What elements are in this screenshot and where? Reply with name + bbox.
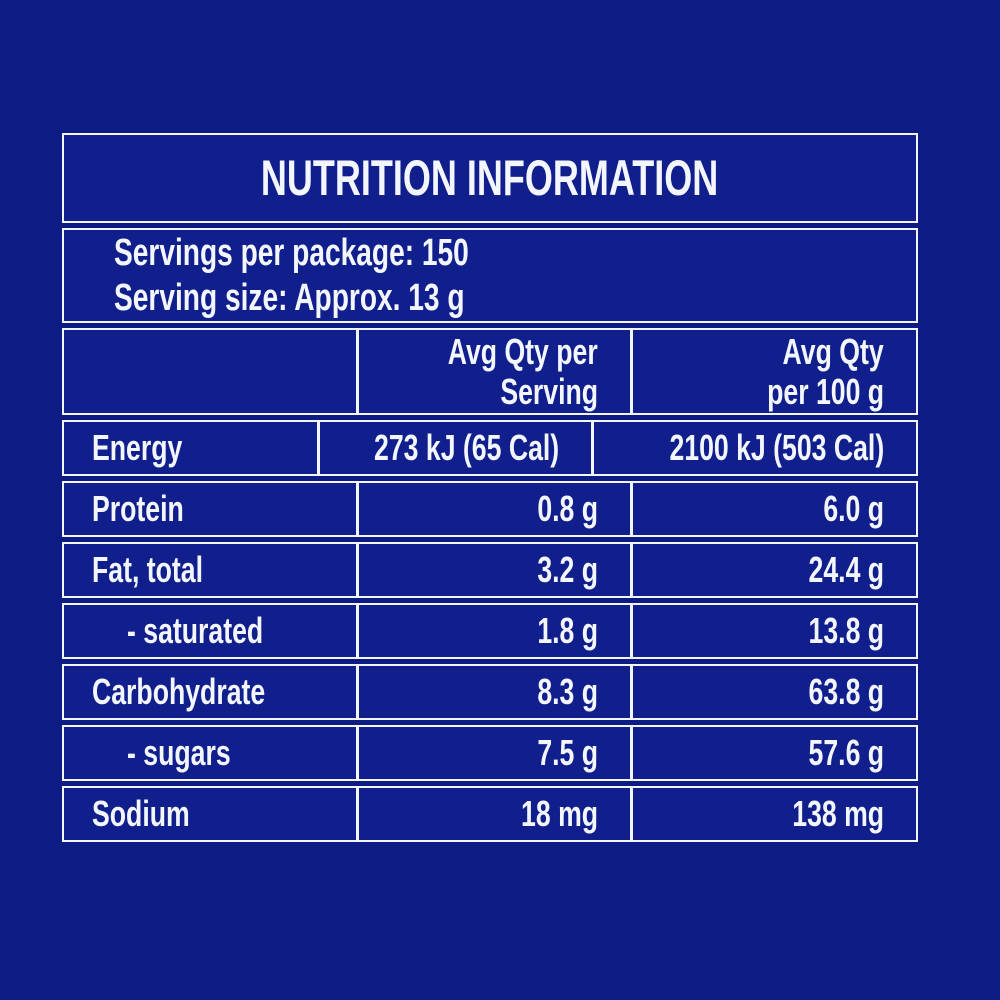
nutrient-label-cell: Sodium: [64, 788, 356, 840]
header-per-serving-cell: Avg Qty per Serving: [356, 330, 630, 413]
nutrient-label: Sodium: [92, 793, 190, 834]
nutrient-label-cell: - sugars: [64, 727, 356, 779]
serving-size: Serving size: Approx. 13 g: [114, 276, 916, 321]
value-per-serving-cell: 3.2 g: [356, 544, 630, 596]
table-row-saturated: - saturated 1.8 g 13.8 g: [62, 603, 918, 659]
serving-size-text: Serving size: Approx. 13 g: [114, 276, 465, 319]
table-row-fat-total: Fat, total 3.2 g 24.4 g: [62, 542, 918, 598]
value-per-serving-cell: 1.8 g: [356, 605, 630, 657]
value-per-serving-cell: 8.3 g: [356, 666, 630, 718]
value-per-serving: 7.5 g: [537, 732, 598, 773]
value-per-100g: 2100 kJ (503 Cal): [669, 427, 884, 468]
table-row-carbohydrate: Carbohydrate 8.3 g 63.8 g: [62, 664, 918, 720]
header-per-100g-line2: per 100 g: [767, 370, 884, 412]
value-per-serving: 3.2 g: [537, 549, 598, 590]
value-per-serving-cell: 7.5 g: [356, 727, 630, 779]
nutrient-label-cell: - saturated: [64, 605, 356, 657]
value-per-100g: 138 mg: [792, 793, 884, 834]
nutrient-label: Fat, total: [92, 549, 203, 590]
header-per-serving-line2: Serving: [500, 370, 598, 412]
table-row-energy: Energy 273 kJ (65 Cal) 2100 kJ (503 Cal): [62, 420, 918, 476]
value-per-serving: 18 mg: [521, 793, 598, 834]
page-title-text: NUTRITION INFORMATION: [261, 150, 719, 206]
value-per-100g-cell: 63.8 g: [630, 666, 916, 718]
table-row-protein: Protein 0.8 g 6.0 g: [62, 481, 918, 537]
title-section: NUTRITION INFORMATION: [62, 133, 918, 223]
value-per-100g-cell: 2100 kJ (503 Cal): [590, 422, 916, 474]
nutrient-label: - sugars: [127, 732, 231, 773]
servings-per-package-text: Servings per package: 150: [114, 231, 469, 274]
value-per-serving-cell: 18 mg: [356, 788, 630, 840]
nutrient-label: Carbohydrate: [92, 671, 266, 712]
value-per-100g-cell: 13.8 g: [630, 605, 916, 657]
value-per-100g: 13.8 g: [808, 610, 884, 651]
table-row-sugars: - sugars 7.5 g 57.6 g: [62, 725, 918, 781]
nutrient-label: - saturated: [127, 610, 264, 651]
value-per-100g: 6.0 g: [823, 488, 884, 529]
header-nutrient-cell: [64, 330, 356, 413]
value-per-100g: 57.6 g: [808, 732, 884, 773]
value-per-100g-cell: 138 mg: [630, 788, 916, 840]
table-header-row: Avg Qty per Serving Avg Qty per 100 g: [62, 328, 918, 415]
table-row-sodium: Sodium 18 mg 138 mg: [62, 786, 918, 842]
value-per-serving: 273 kJ (65 Cal): [373, 427, 559, 468]
nutrition-label-panel: NUTRITION INFORMATION Servings per packa…: [62, 133, 918, 842]
value-per-serving: 8.3 g: [537, 671, 598, 712]
nutrient-label-cell: Fat, total: [64, 544, 356, 596]
page-title: NUTRITION INFORMATION: [172, 153, 807, 203]
servings-section: Servings per package: 150 Serving size: …: [62, 228, 918, 323]
nutrient-label-cell: Protein: [64, 483, 356, 535]
nutrient-label: Energy: [92, 427, 183, 468]
value-per-100g: 24.4 g: [808, 549, 884, 590]
value-per-serving: 0.8 g: [537, 488, 598, 529]
nutrient-label-cell: Carbohydrate: [64, 666, 356, 718]
value-per-100g-cell: 6.0 g: [630, 483, 916, 535]
value-per-100g-cell: 24.4 g: [630, 544, 916, 596]
value-per-serving-cell: 0.8 g: [356, 483, 630, 535]
header-per-100g-cell: Avg Qty per 100 g: [630, 330, 916, 413]
value-per-100g: 63.8 g: [808, 671, 884, 712]
nutrient-label-cell: Energy: [64, 422, 317, 474]
servings-per-package: Servings per package: 150: [114, 231, 916, 276]
nutrient-label: Protein: [92, 488, 184, 529]
value-per-100g-cell: 57.6 g: [630, 727, 916, 779]
value-per-serving: 1.8 g: [537, 610, 598, 651]
value-per-serving-cell: 273 kJ (65 Cal): [316, 422, 591, 474]
header-per-serving-line1: Avg Qty per: [447, 330, 598, 372]
header-per-100g-line1: Avg Qty: [782, 330, 884, 372]
